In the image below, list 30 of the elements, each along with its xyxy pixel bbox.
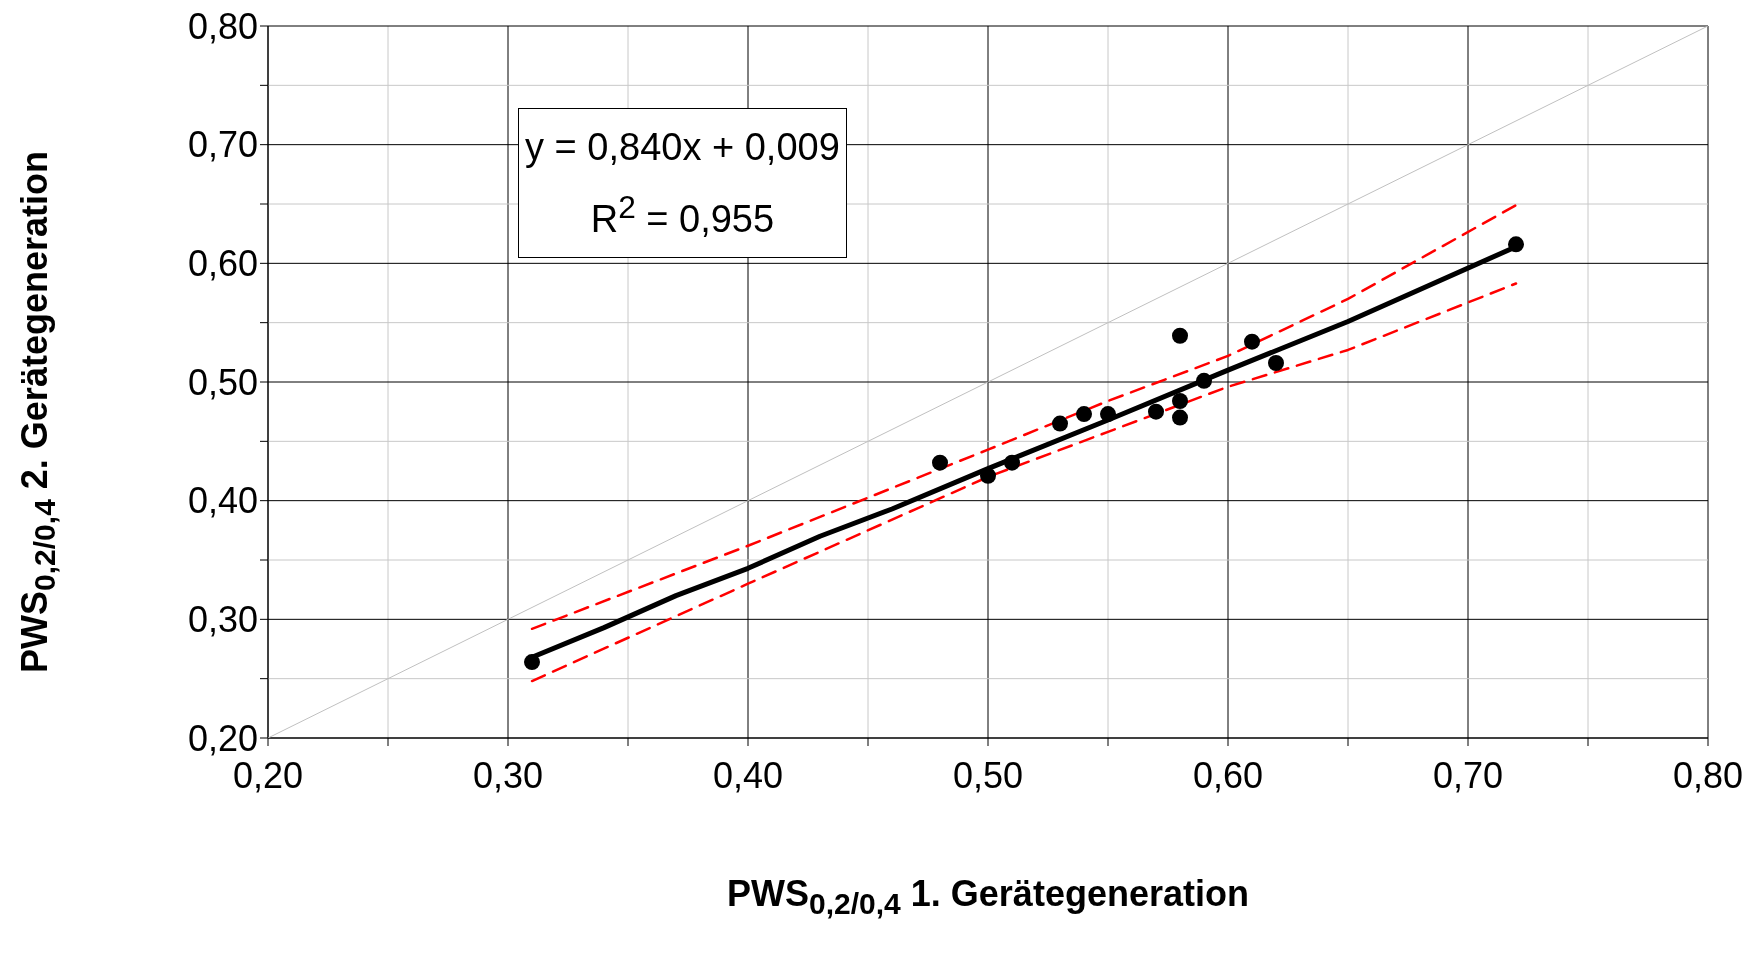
point — [1268, 355, 1284, 372]
x-tick-label: 0,60 — [1192, 754, 1264, 796]
y-tick-label: 0,70 — [187, 124, 258, 166]
x-tick-label: 0,30 — [472, 754, 544, 796]
point — [1172, 327, 1188, 344]
point — [524, 654, 540, 671]
point — [1076, 406, 1092, 423]
point — [1508, 236, 1524, 253]
point — [1244, 333, 1260, 350]
point — [1148, 403, 1164, 420]
point — [1172, 409, 1188, 426]
point — [1196, 372, 1212, 389]
y-tick-label: 0,30 — [187, 599, 258, 641]
annotation: R$^{2}$ = 0,955 — [589, 188, 776, 242]
point — [932, 454, 948, 471]
point — [980, 467, 996, 484]
x-tick-label: 0,70 — [1432, 754, 1504, 796]
annotation: y = 0,840x + 0,009 — [525, 125, 840, 170]
x-tick-label: 0,80 — [1672, 754, 1744, 796]
y-tick-label: 0,60 — [187, 243, 258, 285]
point — [1100, 406, 1116, 423]
x-tick-label: 0,50 — [952, 754, 1024, 796]
point — [1004, 454, 1020, 471]
x-tick-label: 0,40 — [712, 754, 784, 796]
x-axis-title: PWS$_{0,2/0,4}$ 1. Gerätegeneration — [726, 873, 1250, 922]
point — [1052, 415, 1068, 432]
y-tick-label: 0,40 — [187, 480, 258, 522]
y-tick-label: 0,80 — [187, 5, 258, 47]
y-tick-label: 0,50 — [187, 361, 258, 403]
point — [1172, 392, 1188, 409]
